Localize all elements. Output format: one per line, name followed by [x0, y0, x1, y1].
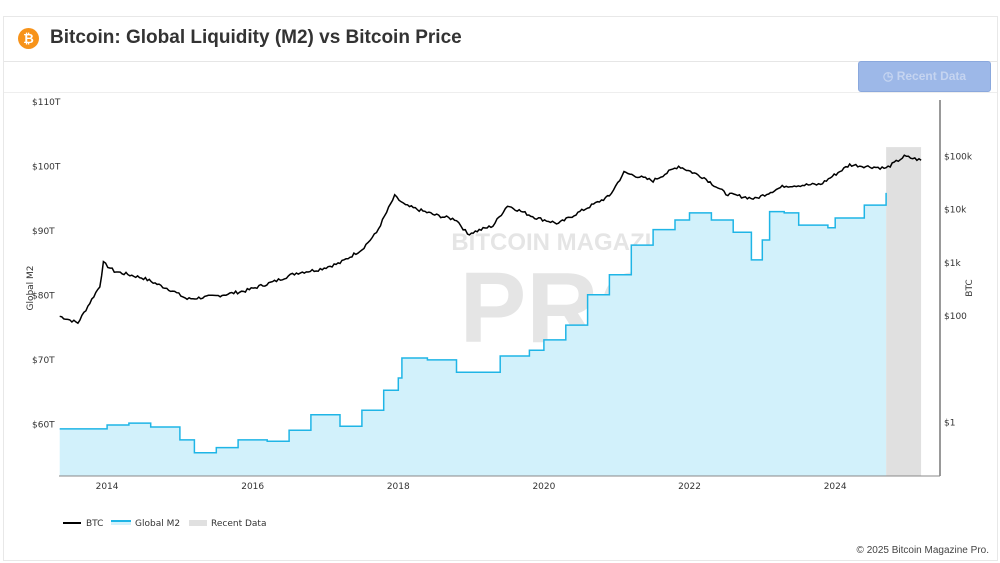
x-tick-label: 2016: [241, 482, 264, 492]
m2-line: [59, 192, 887, 454]
y-right-label: BTC: [965, 279, 975, 296]
header: ₿ Bitcoin: Global Liquidity (M2) vs Bitc…: [4, 17, 997, 62]
copyright: © 2025 Bitcoin Magazine Pro.: [856, 545, 989, 556]
btc-line: [59, 154, 922, 325]
legend-btc[interactable]: BTC: [86, 519, 103, 529]
bitcoin-icon: ₿: [18, 28, 39, 49]
y-left-tick-label: $80T: [32, 291, 55, 301]
x-tick-label: 2018: [387, 482, 410, 492]
y-left-tick-label: $110T: [32, 98, 61, 108]
y-left-tick-label: $90T: [32, 227, 55, 237]
m2-area: [59, 192, 887, 476]
toolbar: [4, 62, 997, 93]
legend-m2-swatch-fill: [111, 521, 131, 525]
legend-recent[interactable]: Recent Data: [211, 519, 266, 529]
y-right-tick-label: $1k: [944, 259, 961, 269]
x-tick-label: 2024: [824, 482, 847, 492]
page-title: Bitcoin: Global Liquidity (M2) vs Bitcoi…: [50, 27, 462, 48]
x-tick-label: 2022: [678, 482, 701, 492]
legend-recent-swatch: [189, 520, 207, 526]
y-right-tick-label: $1: [944, 419, 955, 429]
y-left-tick-label: $100T: [32, 162, 61, 172]
x-tick-label: 2020: [532, 482, 555, 492]
y-right-tick-label: $10k: [944, 206, 967, 216]
y-right-tick-label: $100k: [944, 152, 973, 162]
y-right-tick-label: $100: [944, 312, 967, 322]
clock-icon: ◷: [882, 69, 897, 83]
recent-data-button[interactable]: ◷ Recent Data: [858, 61, 991, 92]
y-left-label: Global M2: [26, 265, 36, 310]
legend-m2[interactable]: Global M2: [135, 519, 180, 529]
x-tick-label: 2014: [96, 482, 119, 492]
y-left-tick-label: $70T: [32, 356, 55, 366]
y-left-tick-label: $60T: [32, 420, 55, 430]
recent-data-band: [886, 147, 922, 476]
legend: BTC Global M2 Recent Data: [63, 519, 266, 529]
